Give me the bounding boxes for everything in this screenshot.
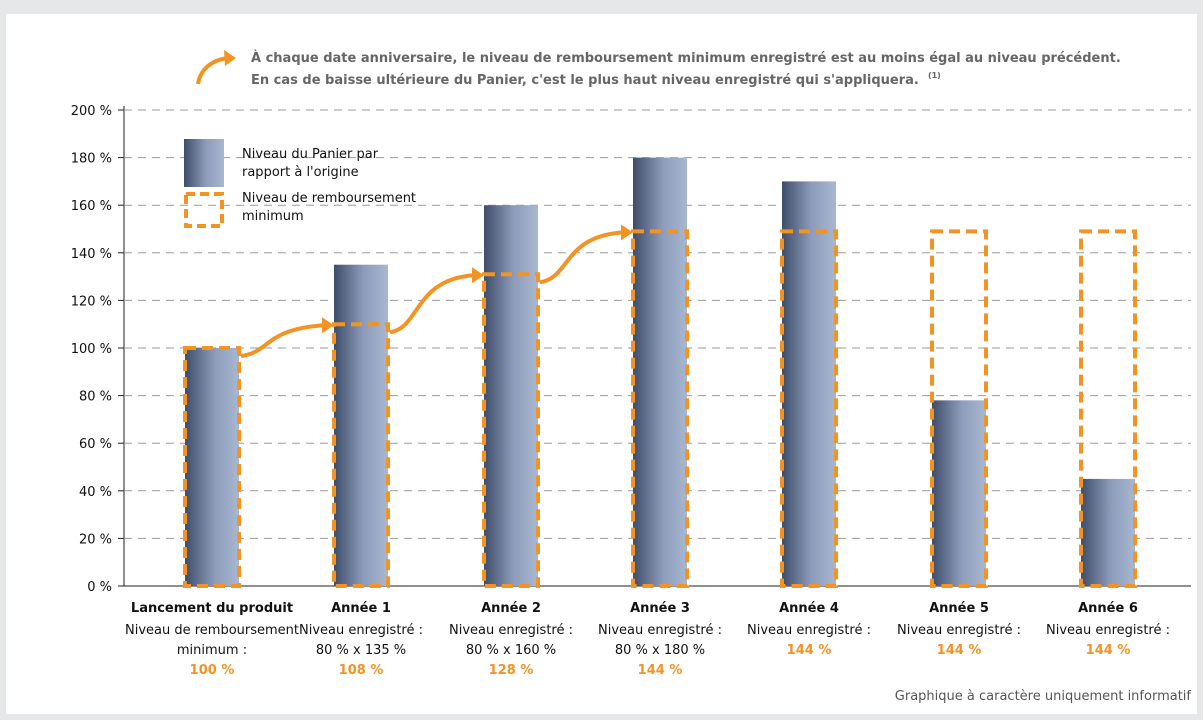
recorded-level-value: 100 % xyxy=(190,663,235,678)
bars xyxy=(183,157,1137,588)
floor-box xyxy=(482,272,540,588)
x-category-label: Année 4 xyxy=(779,601,839,616)
basket-bar xyxy=(932,400,986,586)
step-arrow-head-icon xyxy=(621,224,633,241)
floor-box xyxy=(1079,229,1137,588)
y-tick-label: 100 % xyxy=(71,342,112,357)
note-line-1: À chaque date anniversaire, le niveau de… xyxy=(251,50,1121,66)
basket-bar xyxy=(633,157,687,586)
note-line-2: En cas de baisse ultérieure du Panier, c… xyxy=(251,73,919,88)
y-tick-label: 180 % xyxy=(71,152,112,167)
step-arrow-head-icon xyxy=(322,317,334,334)
x-captions: Lancement du produit Niveau de remboursem… xyxy=(125,601,1170,678)
basket-bar xyxy=(185,348,239,586)
y-tick-label: 80 % xyxy=(79,390,112,405)
legend-bar-swatch xyxy=(184,139,224,187)
recorded-level-value: 108 % xyxy=(339,663,384,678)
caption-line: Niveau enregistré : xyxy=(897,623,1021,638)
caption-line: 80 % x 180 % xyxy=(615,643,705,658)
basket-bar xyxy=(334,264,388,586)
x-category-label: Année 2 xyxy=(481,601,541,616)
caption-line: Niveau enregistré : xyxy=(747,623,871,638)
basket-bar xyxy=(782,181,836,586)
legend-floor-line-1: Niveau de remboursement xyxy=(242,191,416,206)
recorded-level-value: 128 % xyxy=(489,663,534,678)
floor-box xyxy=(631,229,689,588)
step-arrow-icon xyxy=(389,273,475,335)
recorded-level-value: 144 % xyxy=(787,643,832,658)
caption-line: minimum : xyxy=(177,643,247,658)
caption-line: 80 % x 135 % xyxy=(316,643,406,658)
step-arrow-icon xyxy=(240,323,325,358)
footer-note: Graphique à caractère uniquement informa… xyxy=(895,689,1192,704)
caption-line: 80 % x 160 % xyxy=(466,643,556,658)
note-superscript: (1) xyxy=(928,71,941,80)
svg-text:En cas de baisse ultérieure du: En cas de baisse ultérieure du Panier, c… xyxy=(251,69,941,88)
x-category-label: Année 3 xyxy=(630,601,690,616)
floor-box xyxy=(183,346,241,588)
x-category-label: Lancement du produit xyxy=(131,601,293,616)
chart-svg: À chaque date anniversaire, le niveau de… xyxy=(71,50,1192,704)
step-arrow-head-icon xyxy=(472,267,484,284)
legend: Niveau du Panier par rapport à l'origine… xyxy=(184,139,416,228)
y-tick-label: 160 % xyxy=(71,199,112,214)
recorded-level-value: 144 % xyxy=(638,663,683,678)
x-category-label: Année 5 xyxy=(929,601,989,616)
step-arrows xyxy=(240,224,633,358)
caption-line: Niveau enregistré : xyxy=(449,623,573,638)
chart-frame: À chaque date anniversaire, le niveau de… xyxy=(6,14,1197,714)
floor-box xyxy=(930,229,988,588)
y-tick-label: 200 % xyxy=(71,104,112,119)
y-tick-label: 140 % xyxy=(71,247,112,262)
x-category-label: Année 6 xyxy=(1078,601,1138,616)
y-tick-label: 0 % xyxy=(87,580,112,595)
y-tick-label: 120 % xyxy=(71,294,112,309)
legend-floor-swatch xyxy=(184,192,224,228)
basket-bar xyxy=(484,205,538,586)
recorded-level-value: 144 % xyxy=(1086,643,1131,658)
note-arrow-icon xyxy=(196,56,229,85)
caption-line: Niveau enregistré : xyxy=(1046,623,1170,638)
floor-box xyxy=(332,322,390,588)
legend-basket-line-2: rapport à l'origine xyxy=(242,165,359,180)
recorded-level-value: 144 % xyxy=(937,643,982,658)
y-tick-label: 60 % xyxy=(79,437,112,452)
caption-line: Niveau enregistré : xyxy=(598,623,722,638)
caption-line: Niveau enregistré : xyxy=(299,623,423,638)
legend-floor-line-2: minimum xyxy=(242,209,304,224)
note-arrow-head-icon xyxy=(224,50,236,66)
floor-box xyxy=(780,229,838,588)
y-tick-label: 40 % xyxy=(79,485,112,500)
basket-bar xyxy=(1081,478,1135,586)
x-category-label: Année 1 xyxy=(331,601,391,616)
caption-line: Niveau de remboursement xyxy=(125,623,299,638)
y-tick-label: 20 % xyxy=(79,532,112,547)
legend-basket-line-1: Niveau du Panier par xyxy=(242,147,379,162)
step-arrow-icon xyxy=(539,230,624,285)
